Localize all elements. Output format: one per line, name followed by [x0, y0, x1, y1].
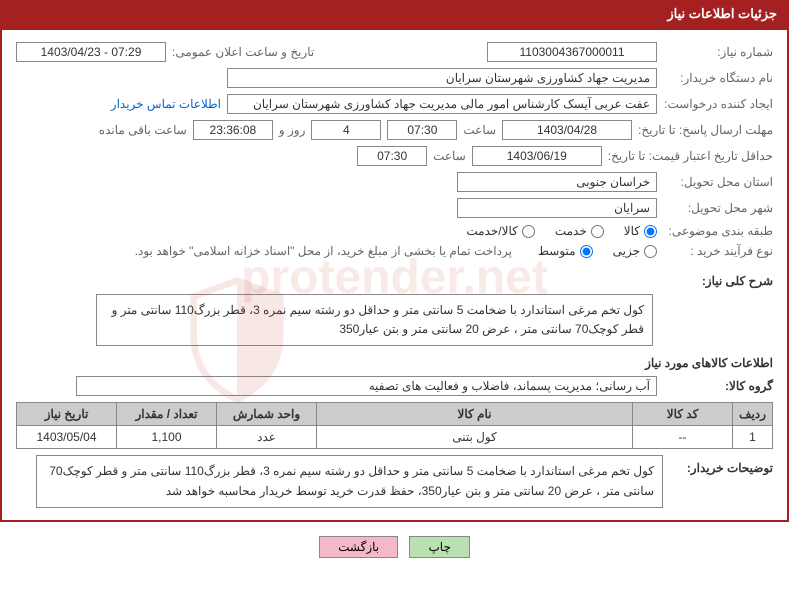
section-items-title: اطلاعات کالاهای مورد نیاز [16, 356, 773, 370]
creator-value: عفت عربی آیسک کارشناس امور مالی مدیریت ج… [227, 94, 657, 114]
td-date: 1403/05/04 [17, 426, 117, 449]
radio-goods[interactable]: کالا [624, 224, 657, 238]
row-description: شرح کلی نیاز: [16, 274, 773, 288]
row-buy-type: نوع فرآیند خرید : جزیی متوسط پرداخت تمام… [16, 244, 773, 258]
row-remark: توضیحات خریدار: کول تخم مرغی استاندارد ب… [16, 455, 773, 507]
radio-partial-label: جزیی [613, 244, 640, 258]
deadline-label: مهلت ارسال پاسخ: تا تاریخ: [638, 123, 773, 137]
th-qty: تعداد / مقدار [117, 403, 217, 426]
page-title: جزئیات اطلاعات نیاز [667, 6, 777, 21]
city-label: شهر محل تحویل: [663, 201, 773, 215]
th-row: ردیف [733, 403, 773, 426]
th-name: نام کالا [317, 403, 633, 426]
remark-box: کول تخم مرغی استاندارد با ضخامت 5 سانتی … [36, 455, 663, 507]
back-button[interactable]: بازگشت [319, 536, 398, 558]
radio-services-input[interactable] [591, 225, 604, 238]
contact-buyer-link[interactable]: اطلاعات تماس خریدار [111, 97, 221, 111]
province-value: خراسان جنوبی [457, 172, 657, 192]
td-name: کول بتنی [317, 426, 633, 449]
radio-services[interactable]: خدمت [555, 224, 604, 238]
creator-label: ایجاد کننده درخواست: [663, 97, 773, 111]
print-button[interactable]: چاپ [409, 536, 469, 558]
deadline-time: 07:30 [387, 120, 457, 140]
announce-label: تاریخ و ساعت اعلان عمومی: [172, 45, 314, 59]
buy-type-radio-group: جزیی متوسط [538, 244, 657, 258]
announce-value: 1403/04/23 - 07:29 [16, 42, 166, 62]
td-unit: عدد [217, 426, 317, 449]
radio-goods-services[interactable]: کالا/خدمت [466, 224, 534, 238]
desc-box: کول تخم مرغی استاندارد با ضخامت 5 سانتی … [96, 294, 653, 346]
buy-note: پرداخت تمام یا بخشی از مبلغ خرید، از محل… [135, 244, 512, 258]
hours-suffix: ساعت باقی مانده [99, 123, 187, 137]
th-date: تاریخ نیاز [17, 403, 117, 426]
radio-medium[interactable]: متوسط [538, 244, 593, 258]
th-code: کد کالا [633, 403, 733, 426]
radio-partial-input[interactable] [644, 245, 657, 258]
req-num-label: شماره نیاز: [663, 45, 773, 59]
td-row: 1 [733, 426, 773, 449]
days-suffix: روز و [279, 123, 306, 137]
radio-goods-services-input[interactable] [522, 225, 535, 238]
table-header-row: ردیف کد کالا نام کالا واحد شمارش تعداد /… [17, 403, 773, 426]
province-label: استان محل تحویل: [663, 175, 773, 189]
main-frame: protender.net شماره نیاز: 11030043670000… [0, 28, 789, 522]
remark-label: توضیحات خریدار: [663, 455, 773, 475]
days-remaining: 4 [311, 120, 381, 140]
group-value: آب رسانی؛ مدیریت پسماند، فاضلاب و فعالیت… [76, 376, 657, 396]
th-unit: واحد شمارش [217, 403, 317, 426]
button-row: چاپ بازگشت [0, 536, 789, 558]
row-category: طبقه بندی موضوعی: کالا خدمت کالا/خدمت [16, 224, 773, 238]
buyer-org-value: مدیریت جهاد کشاورزی شهرستان سرایان [227, 68, 657, 88]
validity-date: 1403/06/19 [472, 146, 602, 166]
hours-remaining: 23:36:08 [193, 120, 273, 140]
radio-goods-services-label: کالا/خدمت [466, 224, 517, 238]
table-row: 1 -- کول بتنی عدد 1,100 1403/05/04 [17, 426, 773, 449]
buyer-org-label: نام دستگاه خریدار: [663, 71, 773, 85]
group-label: گروه کالا: [663, 379, 773, 393]
radio-medium-input[interactable] [580, 245, 593, 258]
row-creator: ایجاد کننده درخواست: عفت عربی آیسک کارشن… [16, 94, 773, 114]
radio-partial[interactable]: جزیی [613, 244, 657, 258]
desc-label: شرح کلی نیاز: [663, 274, 773, 288]
validity-time: 07:30 [357, 146, 427, 166]
time-label-2: ساعت [433, 149, 466, 163]
items-table: ردیف کد کالا نام کالا واحد شمارش تعداد /… [16, 402, 773, 449]
row-request-number: شماره نیاز: 1103004367000011 تاریخ و ساع… [16, 42, 773, 62]
td-qty: 1,100 [117, 426, 217, 449]
row-city: شهر محل تحویل: سرایان [16, 198, 773, 218]
deadline-date: 1403/04/28 [502, 120, 632, 140]
radio-services-label: خدمت [555, 224, 587, 238]
radio-goods-input[interactable] [644, 225, 657, 238]
row-buyer-org: نام دستگاه خریدار: مدیریت جهاد کشاورزی ش… [16, 68, 773, 88]
city-value: سرایان [457, 198, 657, 218]
radio-goods-label: کالا [624, 224, 640, 238]
row-deadline: مهلت ارسال پاسخ: تا تاریخ: 1403/04/28 سا… [16, 120, 773, 140]
buy-type-label: نوع فرآیند خرید : [663, 244, 773, 258]
page-header: جزئیات اطلاعات نیاز [0, 0, 789, 28]
req-num-value: 1103004367000011 [487, 42, 657, 62]
row-validity: حداقل تاریخ اعتبار قیمت: تا تاریخ: 1403/… [16, 146, 773, 166]
cat-label: طبقه بندی موضوعی: [663, 224, 773, 238]
time-label-1: ساعت [463, 123, 496, 137]
td-code: -- [633, 426, 733, 449]
row-province: استان محل تحویل: خراسان جنوبی [16, 172, 773, 192]
validity-label: حداقل تاریخ اعتبار قیمت: تا تاریخ: [608, 149, 773, 163]
row-group: گروه کالا: آب رسانی؛ مدیریت پسماند، فاضل… [16, 376, 773, 396]
radio-medium-label: متوسط [538, 244, 576, 258]
category-radio-group: کالا خدمت کالا/خدمت [466, 224, 657, 238]
